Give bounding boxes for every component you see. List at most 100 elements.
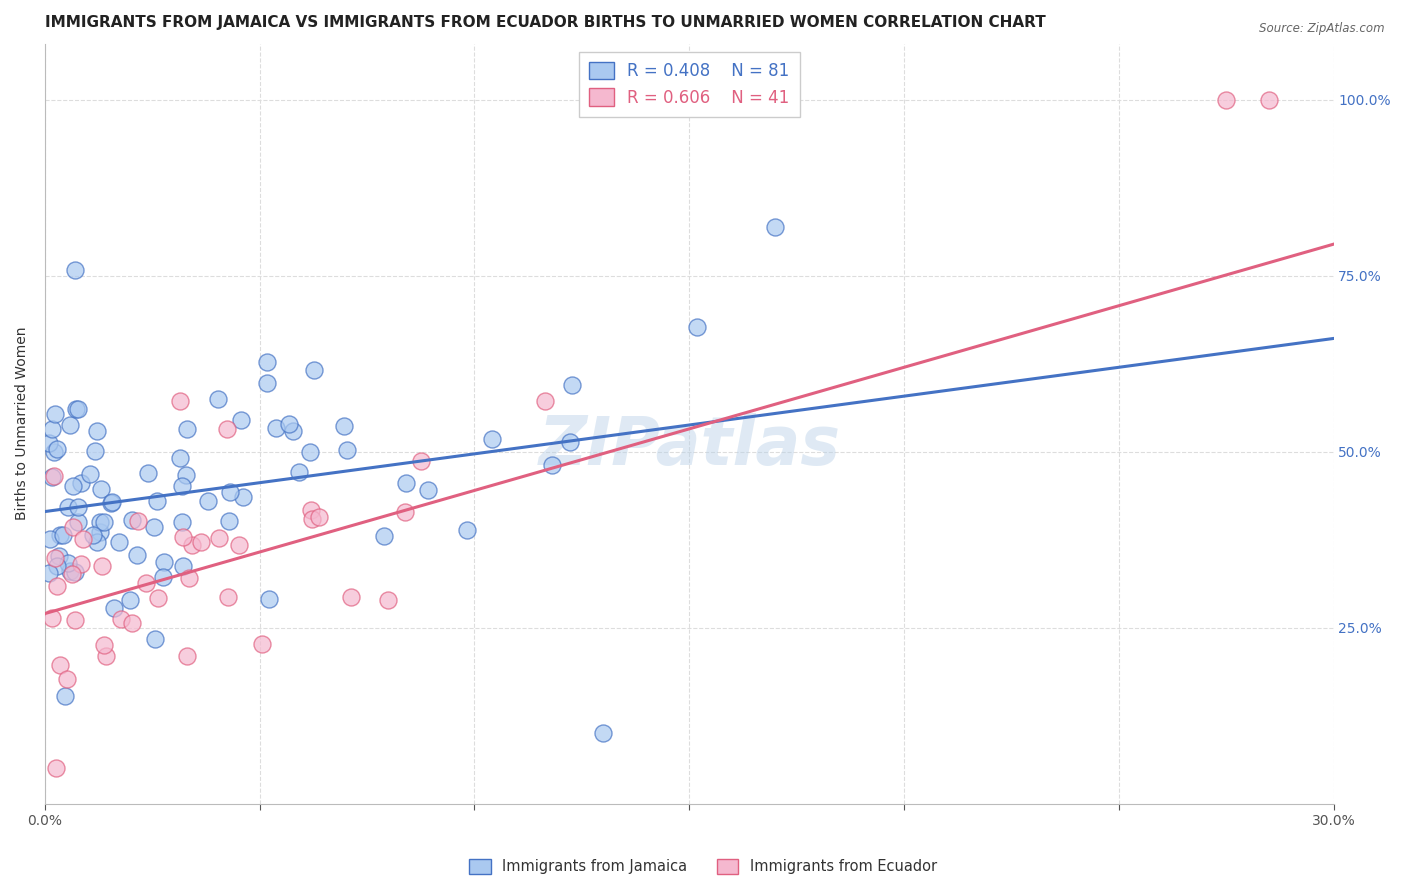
Point bbox=[62, 478, 84, 492]
Point bbox=[94, 648, 117, 663]
Point bbox=[83, 443, 105, 458]
Point bbox=[308, 509, 330, 524]
Point bbox=[394, 505, 416, 519]
Point bbox=[181, 538, 204, 552]
Point bbox=[70, 475, 93, 490]
Point bbox=[169, 394, 191, 409]
Point bbox=[373, 529, 395, 543]
Point bbox=[56, 500, 79, 515]
Point bbox=[91, 558, 114, 573]
Point bbox=[215, 422, 238, 436]
Point bbox=[1215, 93, 1237, 107]
Point bbox=[135, 576, 157, 591]
Point bbox=[190, 535, 212, 549]
Point bbox=[48, 658, 70, 673]
Point bbox=[169, 451, 191, 466]
Point bbox=[179, 571, 201, 585]
Point bbox=[172, 515, 194, 529]
Point bbox=[42, 469, 65, 483]
Point bbox=[172, 530, 194, 544]
Point bbox=[592, 726, 614, 740]
Point bbox=[685, 319, 707, 334]
Point bbox=[232, 491, 254, 505]
Point bbox=[146, 493, 169, 508]
Point bbox=[121, 616, 143, 631]
Point bbox=[231, 413, 253, 427]
Point bbox=[125, 548, 148, 562]
Point bbox=[55, 672, 77, 686]
Point bbox=[395, 476, 418, 491]
Legend: R = 0.408    N = 81, R = 0.606    N = 41: R = 0.408 N = 81, R = 0.606 N = 41 bbox=[579, 52, 800, 117]
Point bbox=[100, 495, 122, 509]
Point bbox=[56, 556, 79, 570]
Point bbox=[252, 637, 274, 651]
Point bbox=[208, 531, 231, 545]
Point bbox=[418, 483, 440, 498]
Point bbox=[82, 528, 104, 542]
Point bbox=[42, 444, 65, 458]
Point bbox=[176, 422, 198, 436]
Point bbox=[39, 532, 62, 546]
Point bbox=[197, 494, 219, 508]
Point bbox=[44, 550, 66, 565]
Point bbox=[121, 513, 143, 527]
Point bbox=[288, 465, 311, 479]
Point bbox=[79, 467, 101, 481]
Point bbox=[136, 467, 159, 481]
Point bbox=[63, 263, 86, 277]
Point bbox=[1258, 93, 1281, 107]
Point bbox=[218, 515, 240, 529]
Point bbox=[174, 467, 197, 482]
Point bbox=[299, 445, 322, 459]
Point bbox=[153, 555, 176, 569]
Point bbox=[301, 512, 323, 526]
Point bbox=[142, 520, 165, 534]
Point bbox=[456, 524, 478, 538]
Point bbox=[90, 482, 112, 496]
Point bbox=[93, 638, 115, 652]
Point bbox=[46, 579, 69, 593]
Point bbox=[103, 600, 125, 615]
Point bbox=[65, 401, 87, 416]
Point bbox=[59, 418, 82, 433]
Point bbox=[65, 565, 87, 579]
Point bbox=[86, 535, 108, 549]
Point bbox=[558, 435, 581, 450]
Point bbox=[540, 458, 562, 473]
Point bbox=[336, 443, 359, 458]
Point bbox=[143, 632, 166, 646]
Point bbox=[170, 479, 193, 493]
Point bbox=[217, 590, 239, 604]
Point bbox=[127, 514, 149, 528]
Point bbox=[44, 407, 66, 421]
Point bbox=[67, 402, 90, 417]
Point bbox=[561, 377, 583, 392]
Point bbox=[110, 612, 132, 626]
Text: ZIPatlas: ZIPatlas bbox=[538, 413, 841, 479]
Point bbox=[763, 219, 786, 234]
Point bbox=[377, 593, 399, 607]
Point bbox=[256, 354, 278, 368]
Point bbox=[409, 454, 432, 468]
Point bbox=[534, 394, 557, 409]
Point bbox=[45, 442, 67, 456]
Point bbox=[481, 432, 503, 446]
Text: IMMIGRANTS FROM JAMAICA VS IMMIGRANTS FROM ECUADOR BIRTHS TO UNMARRIED WOMEN COR: IMMIGRANTS FROM JAMAICA VS IMMIGRANTS FR… bbox=[45, 15, 1046, 30]
Point bbox=[38, 566, 60, 580]
Point bbox=[228, 537, 250, 551]
Point bbox=[264, 421, 287, 435]
Point bbox=[100, 496, 122, 510]
Point bbox=[41, 611, 63, 625]
Point bbox=[176, 648, 198, 663]
Point bbox=[89, 525, 111, 540]
Point bbox=[277, 417, 299, 432]
Point bbox=[66, 500, 89, 514]
Point bbox=[45, 559, 67, 574]
Point bbox=[333, 418, 356, 433]
Point bbox=[67, 515, 90, 529]
Point bbox=[339, 591, 361, 605]
Point bbox=[52, 528, 75, 542]
Point bbox=[45, 761, 67, 775]
Point bbox=[172, 559, 194, 574]
Point bbox=[41, 422, 63, 436]
